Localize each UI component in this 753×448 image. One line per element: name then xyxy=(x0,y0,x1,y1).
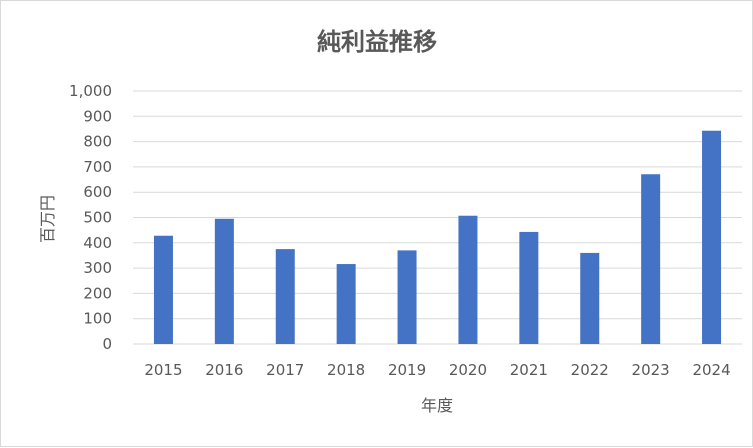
y-axis-label: 百万円 xyxy=(38,195,57,243)
bar-2020 xyxy=(458,215,478,344)
bar-2022 xyxy=(580,252,600,344)
y-tick-label: 500 xyxy=(83,209,112,227)
y-axis-ticks: 0 100 200 300 400 500 600 700 800 900 1,000 xyxy=(69,82,112,353)
y-tick-label: 0 xyxy=(102,335,112,353)
x-tick-label: 2023 xyxy=(632,361,670,379)
x-tick-label: 2024 xyxy=(692,361,730,379)
bar-2019 xyxy=(397,250,417,344)
x-axis-label: 年度 xyxy=(421,396,453,415)
bar-2015 xyxy=(153,235,173,344)
bar-2023 xyxy=(641,174,661,344)
y-tick-label: 100 xyxy=(83,310,112,328)
x-tick-label: 2021 xyxy=(510,361,548,379)
y-tick-label: 700 xyxy=(83,158,112,176)
y-tick-label: 800 xyxy=(83,133,112,151)
bar-2017 xyxy=(275,249,295,344)
x-axis-ticks: 2015 2016 2017 2018 2019 2020 2021 2022 2023 2024 xyxy=(144,361,730,379)
x-tick-label: 2019 xyxy=(388,361,426,379)
bar-2018 xyxy=(336,264,356,344)
x-tick-label: 2020 xyxy=(449,361,487,379)
bar-2016 xyxy=(214,218,234,344)
y-tick-label: 600 xyxy=(83,183,112,201)
bars xyxy=(153,130,722,344)
gridlines xyxy=(133,90,742,345)
chart-title: 純利益推移 xyxy=(317,28,437,56)
y-tick-label: 300 xyxy=(83,259,112,277)
y-tick-label: 400 xyxy=(83,234,112,252)
bar-2024 xyxy=(702,130,722,344)
x-tick-label: 2018 xyxy=(327,361,365,379)
y-tick-label: 200 xyxy=(83,284,112,302)
x-tick-label: 2017 xyxy=(266,361,304,379)
x-tick-label: 2016 xyxy=(205,361,243,379)
y-tick-label: 900 xyxy=(83,107,112,125)
x-tick-label: 2022 xyxy=(571,361,609,379)
bar-2021 xyxy=(519,231,539,344)
x-tick-label: 2015 xyxy=(144,361,182,379)
y-tick-label: 1,000 xyxy=(69,82,112,100)
